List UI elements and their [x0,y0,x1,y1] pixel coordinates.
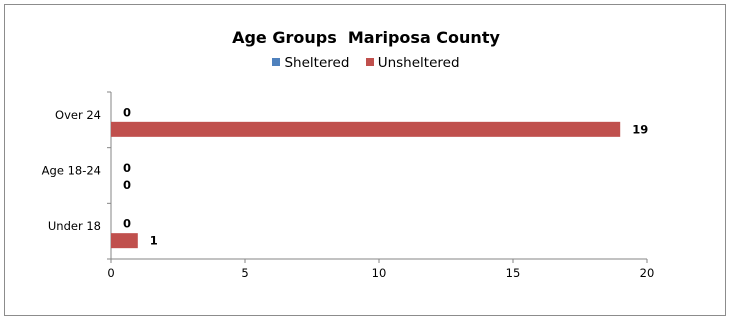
chart-title: Age Groups Mariposa County [232,28,500,47]
data-label-unsheltered: 0 [123,178,131,192]
legend-swatch-unsheltered [365,58,374,66]
legend-label-unsheltered: Unsheltered [377,55,460,71]
data-label-unsheltered: 1 [150,234,158,248]
category-label: Age 18-24 [42,164,101,178]
legend-item-sheltered: Sheltered [272,55,349,71]
chart-legend: Sheltered Unsheltered [0,55,732,71]
legend-label-sheltered: Sheltered [284,55,350,71]
data-label-sheltered: 0 [123,161,131,175]
x-tick-label: 10 [372,266,387,280]
bar-unsheltered-under-18 [111,233,138,249]
data-label-sheltered: 0 [123,105,131,119]
legend-swatch-sheltered [272,58,281,66]
bar-unsheltered-over-24 [111,121,621,137]
x-tick-label: 20 [640,266,655,280]
category-label: Over 24 [55,108,101,122]
x-tick-label: 15 [506,266,521,280]
x-tick-label: 5 [241,266,248,280]
data-label-unsheltered: 19 [632,122,648,136]
chart-frame [4,4,726,316]
data-label-sheltered: 0 [123,217,131,231]
legend-item-unsheltered: Unsheltered [365,55,460,71]
category-label: Under 18 [48,219,101,233]
x-tick-label: 0 [107,266,114,280]
